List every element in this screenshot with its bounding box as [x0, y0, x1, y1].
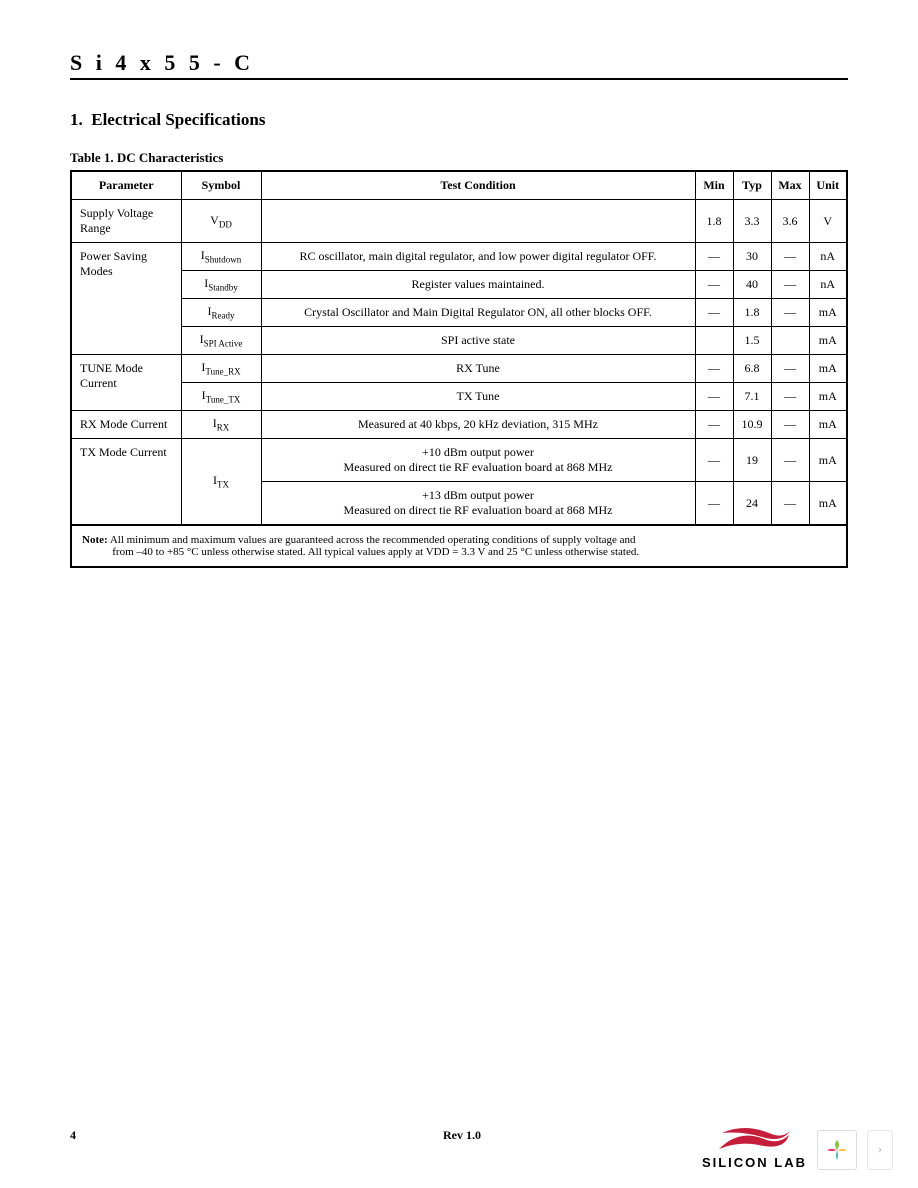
next-page-button[interactable]: ›: [867, 1130, 893, 1170]
cell-param: TUNE Mode Current: [71, 355, 181, 411]
cell-min: —: [695, 411, 733, 439]
section-number: 1.: [70, 110, 83, 129]
cell-symbol: IShutdown: [181, 243, 261, 271]
cell-symbol: ITX: [181, 439, 261, 526]
page-number: 4: [70, 1128, 76, 1143]
cell-unit: mA: [809, 383, 847, 411]
table-row: ISPI Active SPI active state 1.5 mA: [71, 327, 847, 355]
cell-symbol: VDD: [181, 200, 261, 243]
cell-min: 1.8: [695, 200, 733, 243]
cell-typ: 6.8: [733, 355, 771, 383]
cell-symbol: ITune_TX: [181, 383, 261, 411]
cell-cond: RC oscillator, main digital regulator, a…: [261, 243, 695, 271]
table-row: IReady Crystal Oscillator and Main Digit…: [71, 299, 847, 327]
cell-typ: 19: [733, 439, 771, 482]
cell-symbol: IStandby: [181, 271, 261, 299]
table-row: IStandby Register values maintained. — 4…: [71, 271, 847, 299]
table-row: RX Mode Current IRX Measured at 40 kbps,…: [71, 411, 847, 439]
chevron-right-icon: ›: [878, 1142, 883, 1158]
cell-typ: 10.9: [733, 411, 771, 439]
cell-cond: Crystal Oscillator and Main Digital Regu…: [261, 299, 695, 327]
table-note: Note: All minimum and maximum values are…: [71, 525, 847, 567]
silicon-labs-swoosh-icon: [714, 1121, 794, 1157]
table-header-row: Parameter Symbol Test Condition Min Typ …: [71, 171, 847, 200]
table-row: ITune_TX TX Tune — 7.1 — mA: [71, 383, 847, 411]
col-parameter: Parameter: [71, 171, 181, 200]
cell-unit: mA: [809, 439, 847, 482]
cell-typ: 1.5: [733, 327, 771, 355]
cell-symbol: IRX: [181, 411, 261, 439]
table-note-row: Note: All minimum and maximum values are…: [71, 525, 847, 567]
nav-thumbnail-icon[interactable]: [817, 1130, 857, 1170]
col-test-condition: Test Condition: [261, 171, 695, 200]
cell-typ: 40: [733, 271, 771, 299]
cell-min: —: [695, 482, 733, 526]
part-number-title: S i 4 x 5 5 - C: [70, 50, 848, 80]
cell-min: —: [695, 439, 733, 482]
col-max: Max: [771, 171, 809, 200]
cell-max: 3.6: [771, 200, 809, 243]
table-row: TUNE Mode Current ITune_RX RX Tune — 6.8…: [71, 355, 847, 383]
cell-unit: nA: [809, 243, 847, 271]
cell-cond: TX Tune: [261, 383, 695, 411]
cell-cond: RX Tune: [261, 355, 695, 383]
cell-unit: mA: [809, 299, 847, 327]
cell-min: [695, 327, 733, 355]
cell-max: —: [771, 271, 809, 299]
cell-cond: +13 dBm output power Measured on direct …: [261, 482, 695, 526]
cell-max: —: [771, 439, 809, 482]
cell-max: —: [771, 243, 809, 271]
cell-min: —: [695, 299, 733, 327]
col-symbol: Symbol: [181, 171, 261, 200]
cell-unit: mA: [809, 355, 847, 383]
cell-unit: nA: [809, 271, 847, 299]
cell-max: —: [771, 482, 809, 526]
cell-cond: Register values maintained.: [261, 271, 695, 299]
cell-param: Power Saving Modes: [71, 243, 181, 355]
cell-typ: 3.3: [733, 200, 771, 243]
cell-symbol: ISPI Active: [181, 327, 261, 355]
cell-max: —: [771, 299, 809, 327]
table-row: TX Mode Current ITX +10 dBm output power…: [71, 439, 847, 482]
cell-min: —: [695, 383, 733, 411]
cell-cond: [261, 200, 695, 243]
cell-typ: 24: [733, 482, 771, 526]
cell-symbol: ITune_RX: [181, 355, 261, 383]
logo-area: SILICON LAB ›: [702, 1121, 893, 1170]
col-min: Min: [695, 171, 733, 200]
table-caption: Table 1. DC Characteristics: [70, 150, 848, 166]
cell-max: —: [771, 411, 809, 439]
cell-typ: 30: [733, 243, 771, 271]
cell-symbol: IReady: [181, 299, 261, 327]
table-row: Power Saving Modes IShutdown RC oscillat…: [71, 243, 847, 271]
cell-unit: mA: [809, 327, 847, 355]
cell-min: —: [695, 271, 733, 299]
table-row: Supply Voltage Range VDD 1.8 3.3 3.6 V: [71, 200, 847, 243]
cell-unit: V: [809, 200, 847, 243]
dc-characteristics-table: Parameter Symbol Test Condition Min Typ …: [70, 170, 848, 568]
cell-cond: SPI active state: [261, 327, 695, 355]
cell-min: —: [695, 243, 733, 271]
cell-unit: mA: [809, 482, 847, 526]
cell-param: TX Mode Current: [71, 439, 181, 526]
cell-typ: 7.1: [733, 383, 771, 411]
cell-max: —: [771, 355, 809, 383]
silicon-labs-logo: SILICON LAB: [702, 1121, 807, 1170]
revision: Rev 1.0: [443, 1128, 481, 1143]
cell-param: RX Mode Current: [71, 411, 181, 439]
cell-min: —: [695, 355, 733, 383]
cell-max: —: [771, 383, 809, 411]
section-heading: 1. Electrical Specifications: [70, 110, 848, 130]
cell-unit: mA: [809, 411, 847, 439]
silicon-labs-text: SILICON LAB: [702, 1155, 807, 1170]
col-typ: Typ: [733, 171, 771, 200]
cell-typ: 1.8: [733, 299, 771, 327]
cell-cond: Measured at 40 kbps, 20 kHz deviation, 3…: [261, 411, 695, 439]
cell-cond: +10 dBm output power Measured on direct …: [261, 439, 695, 482]
cell-param: Supply Voltage Range: [71, 200, 181, 243]
section-title-text: Electrical Specifications: [91, 110, 265, 129]
col-unit: Unit: [809, 171, 847, 200]
cell-max: [771, 327, 809, 355]
